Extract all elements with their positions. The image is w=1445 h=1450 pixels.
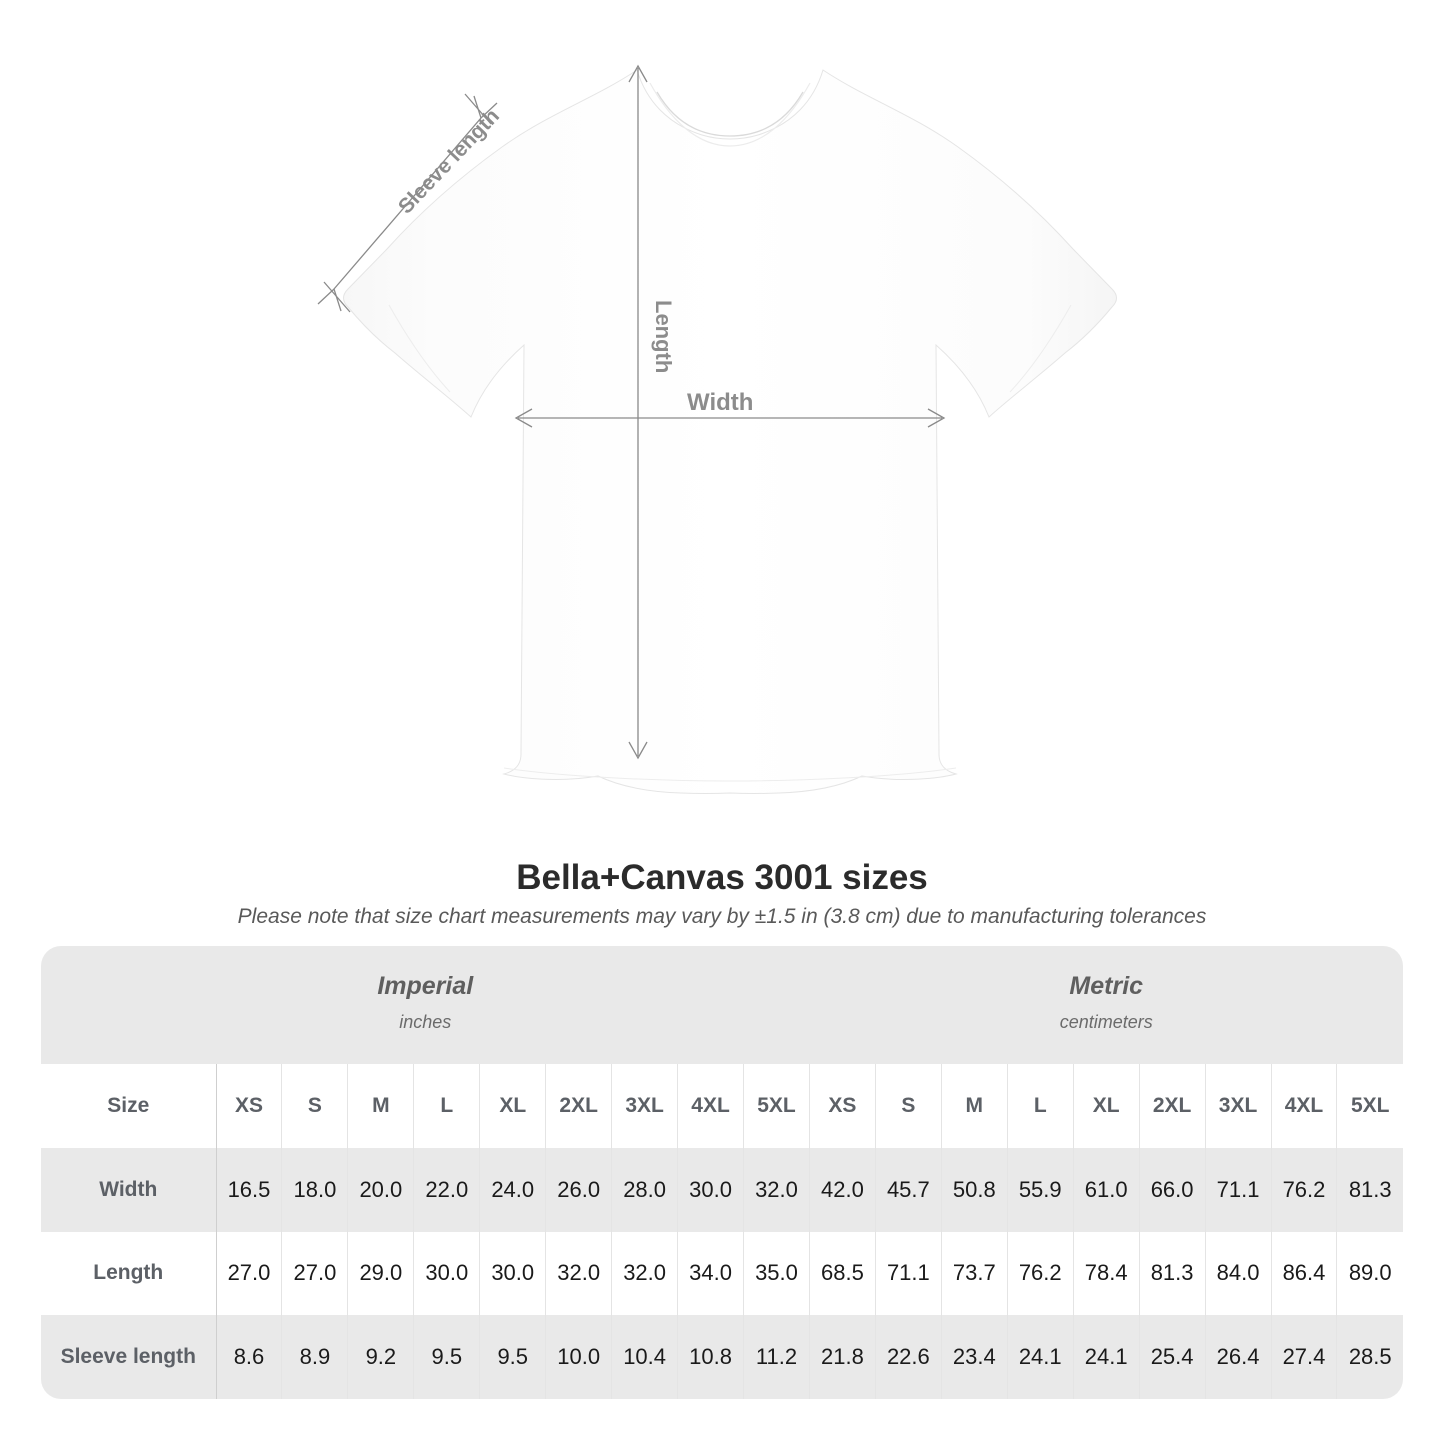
svg-text:Bella+Canvas 3001 sizes: Bella+Canvas 3001 sizes <box>516 858 928 897</box>
svg-text:Width: Width <box>687 389 753 416</box>
svg-text:Please note that size chart me: Please note that size chart measurements… <box>238 905 1207 928</box>
svg-text:Length: Length <box>651 300 676 373</box>
